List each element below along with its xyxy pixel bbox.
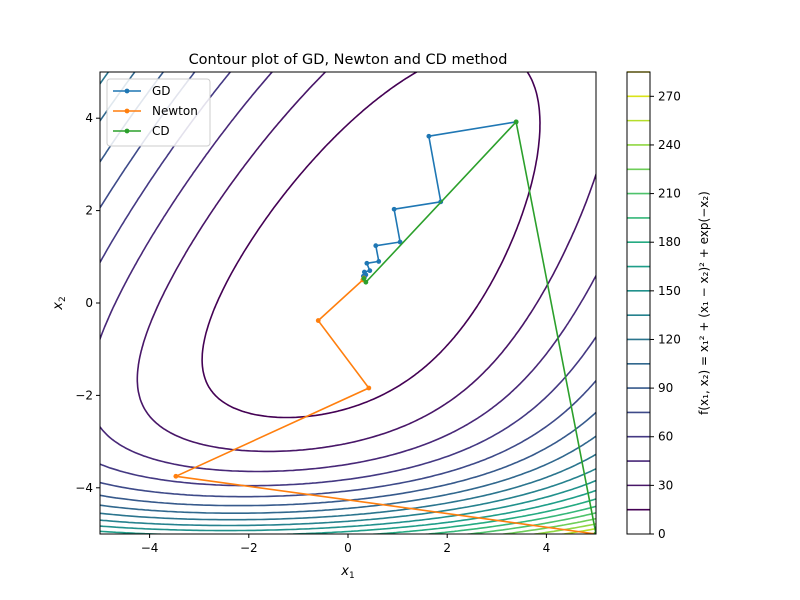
- series-point-newton: [173, 473, 179, 479]
- series-point-gd: [367, 268, 373, 274]
- chart-title: Contour plot of GD, Newton and CD method: [189, 52, 508, 68]
- legend-box: [106, 78, 211, 147]
- contour-level-135: [100, 467, 596, 527]
- series-point-cd: [361, 276, 367, 281]
- y-tick-label: 0: [85, 296, 93, 310]
- legend-label-gd: GD: [152, 84, 171, 98]
- colorbar-tick-label: 180: [658, 235, 681, 249]
- colorbar: 0 30 60 90 120 150 180 210 240 270: [626, 71, 681, 541]
- contour-level-165: [100, 489, 596, 534]
- legend-label-newton: Newton: [152, 104, 198, 118]
- contour-level-120: [100, 72, 596, 521]
- series-point-gd: [364, 260, 370, 266]
- legend-marker-newton: [124, 108, 130, 114]
- contour-level-240: [530, 523, 596, 534]
- colorbar-frame: [626, 71, 651, 535]
- y-tick-label: 2: [85, 204, 93, 218]
- x-axis-label: x1: [340, 564, 354, 581]
- legend: GD Newton CD: [106, 78, 211, 147]
- series-point-newton: [315, 318, 321, 323]
- y-tick-label: 4: [85, 111, 93, 125]
- series-point-gd: [376, 259, 382, 264]
- contour-level-180: [365, 498, 596, 534]
- legend-marker-gd: [124, 88, 130, 94]
- y-axis: −4 −2 0 2 4: [75, 111, 100, 495]
- y-tick-label: −4: [75, 481, 93, 495]
- contour-level-195: [419, 505, 596, 534]
- series-point-cd: [513, 119, 519, 125]
- series-layer: [173, 119, 596, 534]
- colorbar-tick-label: 150: [658, 284, 681, 298]
- contour-level-210: [462, 512, 596, 534]
- colorbar-tick-label: 0: [658, 527, 666, 541]
- colorbar-tick-label: 120: [658, 332, 681, 346]
- x-tick-label: 2: [443, 541, 451, 555]
- x-tick-label: −4: [141, 541, 159, 555]
- series-point-gd: [397, 239, 403, 245]
- colorbar-tick-label: 210: [658, 187, 681, 201]
- x-tick-label: −2: [240, 541, 258, 555]
- colorbar-tick-label: 60: [658, 430, 673, 444]
- contour-level-225: [498, 517, 596, 534]
- contour-level-285: [552, 536, 606, 544]
- series-point-gd: [373, 243, 379, 249]
- series-point-newton: [366, 385, 372, 391]
- colorbar-tick-label: 270: [658, 89, 681, 103]
- contour-level-15: [201, 72, 541, 419]
- x-tick-label: 4: [543, 541, 551, 555]
- series-point-gd: [426, 133, 432, 139]
- y-axis-label: x2: [51, 296, 68, 310]
- colorbar-tick-label: 90: [658, 381, 673, 395]
- legend-label-cd: CD: [152, 124, 170, 138]
- colorbar-tick-label: 240: [658, 138, 681, 152]
- x-axis: −4 −2 0 2 4: [141, 534, 550, 555]
- colorbar-label: f(x₁, x₂) = x₁² + (x₁ − x₂)² + exp(−x₂): [697, 191, 711, 415]
- contour-level-30: [136, 72, 596, 453]
- legend-marker-cd: [124, 128, 130, 134]
- series-point-gd: [391, 206, 397, 212]
- series-point-cd: [363, 279, 369, 285]
- y-tick-label: −2: [75, 388, 93, 402]
- x-tick-label: 0: [344, 541, 352, 555]
- colorbar-tick-label: 30: [658, 478, 673, 492]
- series-point-cd: [593, 531, 596, 534]
